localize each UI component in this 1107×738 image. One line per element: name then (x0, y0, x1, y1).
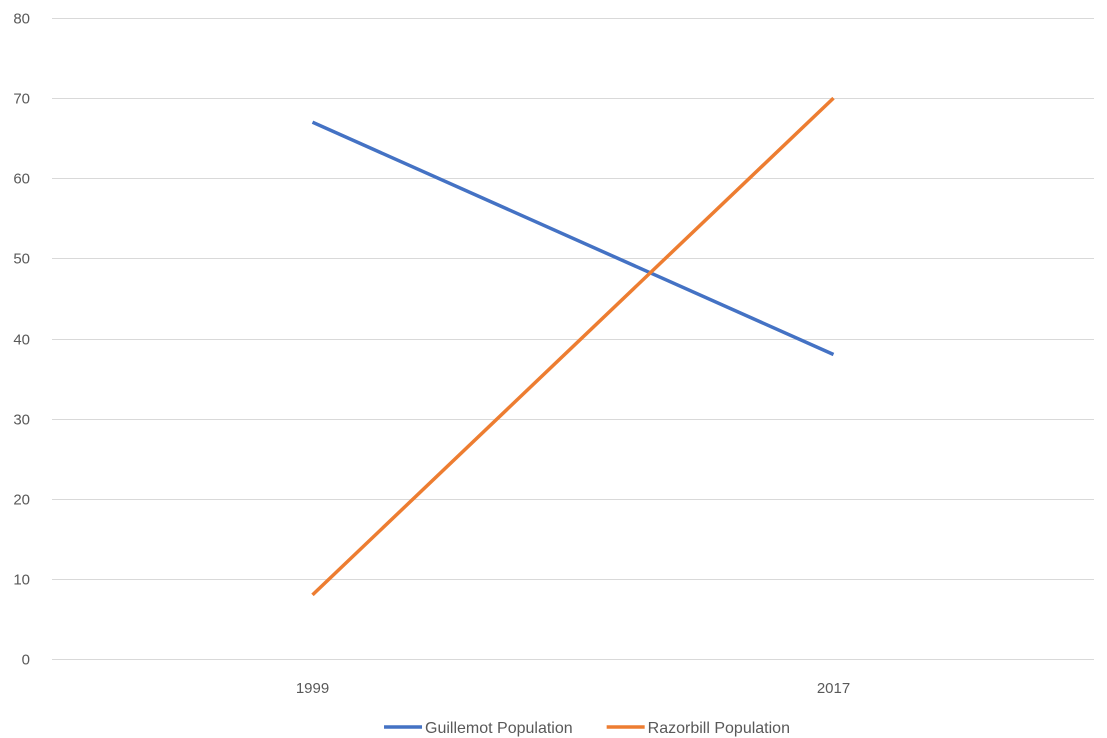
legend: Guillemot Population Razorbill Population (384, 720, 790, 737)
series-line-2 (311, 96, 835, 597)
x-tick-label-2017: 2017 (817, 680, 850, 697)
y-tick-label-10: 10 (13, 572, 30, 589)
y-tick-label-60: 60 (13, 171, 30, 188)
series-line-1 (311, 120, 835, 357)
x-tick-label-1999: 1999 (296, 680, 329, 697)
y-tick-label-30: 30 (13, 412, 30, 429)
y-tick-label-20: 20 (13, 492, 30, 509)
series-lines (311, 96, 835, 597)
gridlines (52, 18, 1094, 660)
y-tick-label-40: 40 (13, 332, 30, 349)
legend-label-2: Razorbill Population (648, 720, 790, 737)
y-axis-labels: 0 10 20 30 40 50 60 70 80 (13, 11, 30, 669)
x-axis-labels: 1999 2017 (296, 680, 850, 697)
y-tick-label-70: 70 (13, 91, 30, 108)
y-tick-label-0: 0 (22, 652, 30, 669)
y-tick-label-50: 50 (13, 251, 30, 268)
y-tick-label-80: 80 (13, 11, 30, 28)
legend-label-1: Guillemot Population (425, 720, 573, 737)
